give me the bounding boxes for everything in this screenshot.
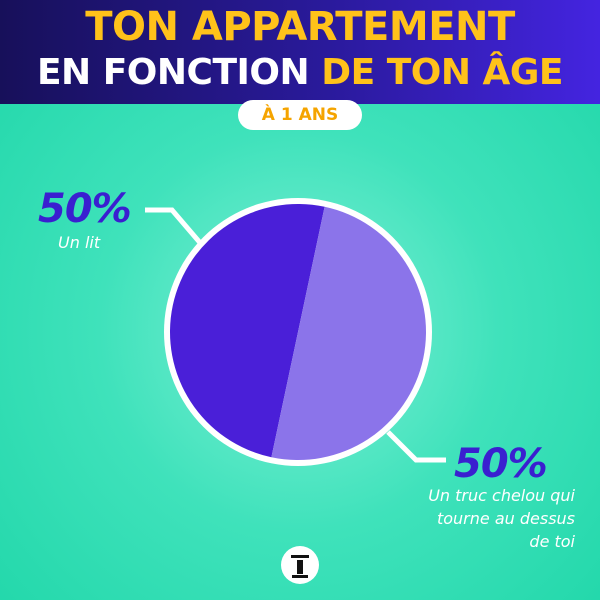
title: TON APPARTEMENT <box>85 4 515 50</box>
title-line: EN FONCTION DE TON ÂGE <box>0 52 600 93</box>
category-label: Un lit <box>58 233 101 252</box>
leader-line <box>386 430 446 463</box>
category-label: Un truc chelou qui tourne au dessus de t… <box>428 486 575 551</box>
title: EN FONCTION <box>36 52 310 93</box>
value-label: 50% <box>38 186 132 232</box>
subtitle: À 1 ANS <box>238 100 362 130</box>
leader-line <box>145 207 204 247</box>
header: TON APPARTEMENT EN FONCTION DE TON ÂGE <box>0 0 600 104</box>
value-label: 50% <box>454 441 548 487</box>
pie-slice <box>170 204 325 458</box>
logo <box>281 546 319 584</box>
pie-slice <box>271 206 426 460</box>
title: DE TON ÂGE <box>321 52 564 93</box>
